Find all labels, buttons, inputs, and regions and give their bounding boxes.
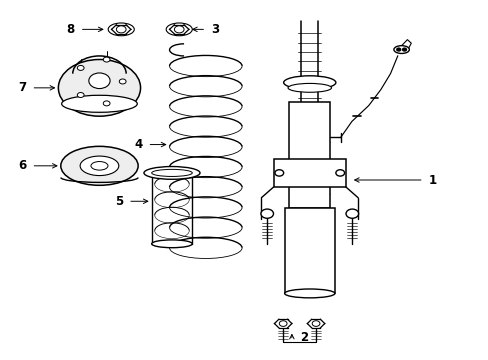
Ellipse shape bbox=[58, 59, 140, 116]
Circle shape bbox=[116, 26, 126, 33]
Circle shape bbox=[402, 48, 406, 51]
Circle shape bbox=[119, 79, 126, 84]
Text: 5: 5 bbox=[115, 195, 122, 208]
Circle shape bbox=[274, 170, 283, 176]
Circle shape bbox=[77, 66, 84, 71]
Text: 2: 2 bbox=[299, 331, 307, 344]
Bar bbox=[284, 208, 334, 293]
Ellipse shape bbox=[151, 240, 192, 248]
Ellipse shape bbox=[151, 169, 192, 176]
Circle shape bbox=[346, 209, 358, 218]
Text: 3: 3 bbox=[211, 23, 219, 36]
Ellipse shape bbox=[284, 289, 334, 298]
Circle shape bbox=[89, 73, 110, 89]
Circle shape bbox=[261, 209, 273, 218]
Circle shape bbox=[103, 101, 110, 106]
Ellipse shape bbox=[61, 146, 138, 185]
Bar bbox=[289, 102, 329, 208]
Ellipse shape bbox=[80, 156, 119, 176]
Ellipse shape bbox=[166, 23, 192, 36]
Ellipse shape bbox=[143, 167, 200, 179]
Ellipse shape bbox=[287, 84, 331, 92]
Text: 4: 4 bbox=[134, 138, 142, 151]
Circle shape bbox=[103, 57, 110, 62]
Circle shape bbox=[396, 48, 400, 51]
Circle shape bbox=[279, 321, 286, 327]
Ellipse shape bbox=[61, 95, 137, 112]
Ellipse shape bbox=[283, 76, 335, 89]
Circle shape bbox=[311, 321, 319, 327]
Circle shape bbox=[77, 93, 84, 98]
Ellipse shape bbox=[108, 23, 134, 36]
Circle shape bbox=[174, 26, 183, 33]
Ellipse shape bbox=[393, 46, 408, 54]
Text: 7: 7 bbox=[18, 81, 26, 94]
Circle shape bbox=[335, 170, 344, 176]
Bar bbox=[273, 159, 346, 187]
Text: 1: 1 bbox=[428, 174, 436, 186]
Text: 8: 8 bbox=[66, 23, 75, 36]
Text: 6: 6 bbox=[18, 159, 26, 172]
Ellipse shape bbox=[91, 162, 108, 170]
